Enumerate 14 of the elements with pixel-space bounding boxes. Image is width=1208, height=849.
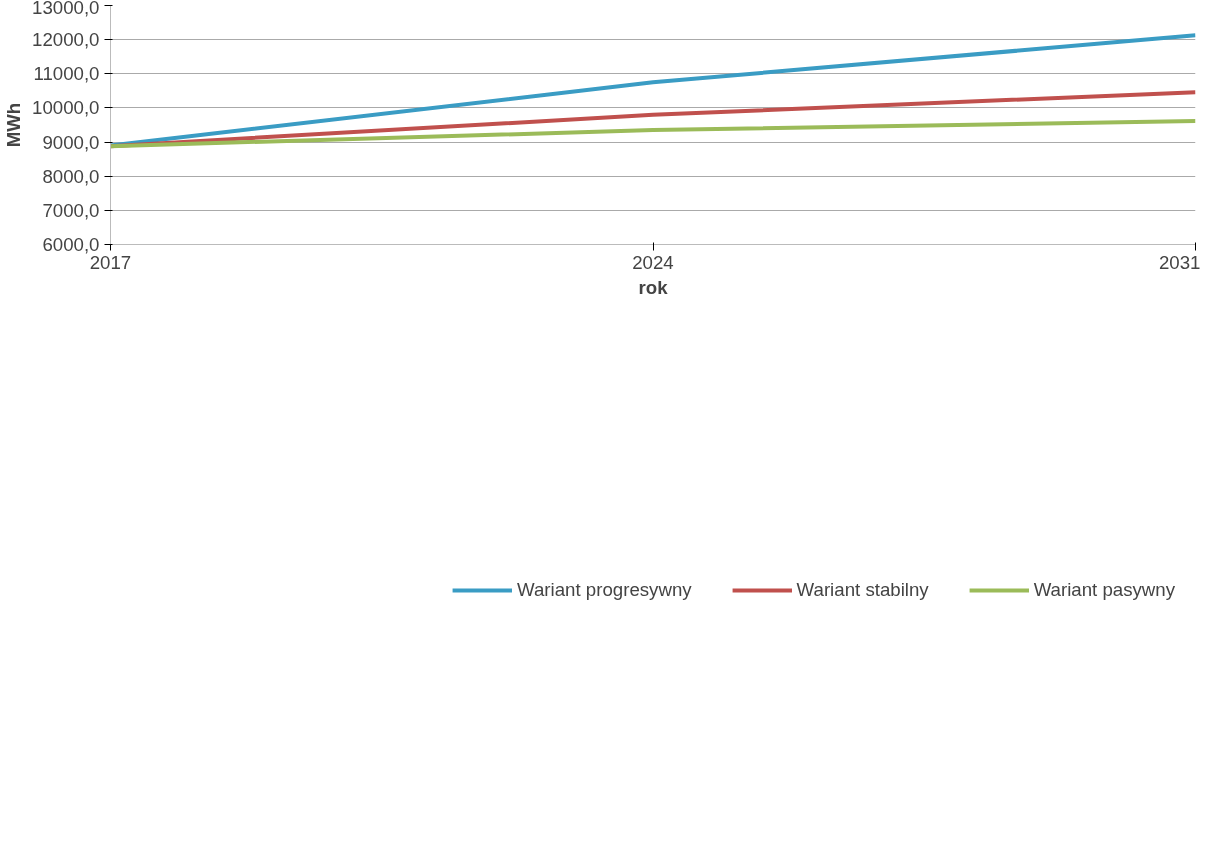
- y-axis-title: MWh: [3, 102, 25, 148]
- y-tick-label: 8000,0: [42, 165, 100, 187]
- x-axis-title: rok: [638, 276, 669, 298]
- legend-label: Wariant pasywny: [1033, 579, 1175, 601]
- x-tick-label: 2031: [1159, 251, 1201, 273]
- y-tick-label: 9000,0: [42, 131, 100, 153]
- y-tick-label: 13000,0: [32, 0, 100, 18]
- y-tick-label: 10000,0: [32, 97, 100, 119]
- x-tick-label: 2024: [632, 251, 674, 273]
- legend-label: Wariant stabilny: [796, 579, 929, 601]
- y-tick-label: 11000,0: [33, 63, 100, 85]
- y-tick-label: 7000,0: [42, 199, 100, 221]
- y-tick-label: 12000,0: [32, 29, 100, 51]
- legend-label: Wariant progresywny: [517, 579, 692, 601]
